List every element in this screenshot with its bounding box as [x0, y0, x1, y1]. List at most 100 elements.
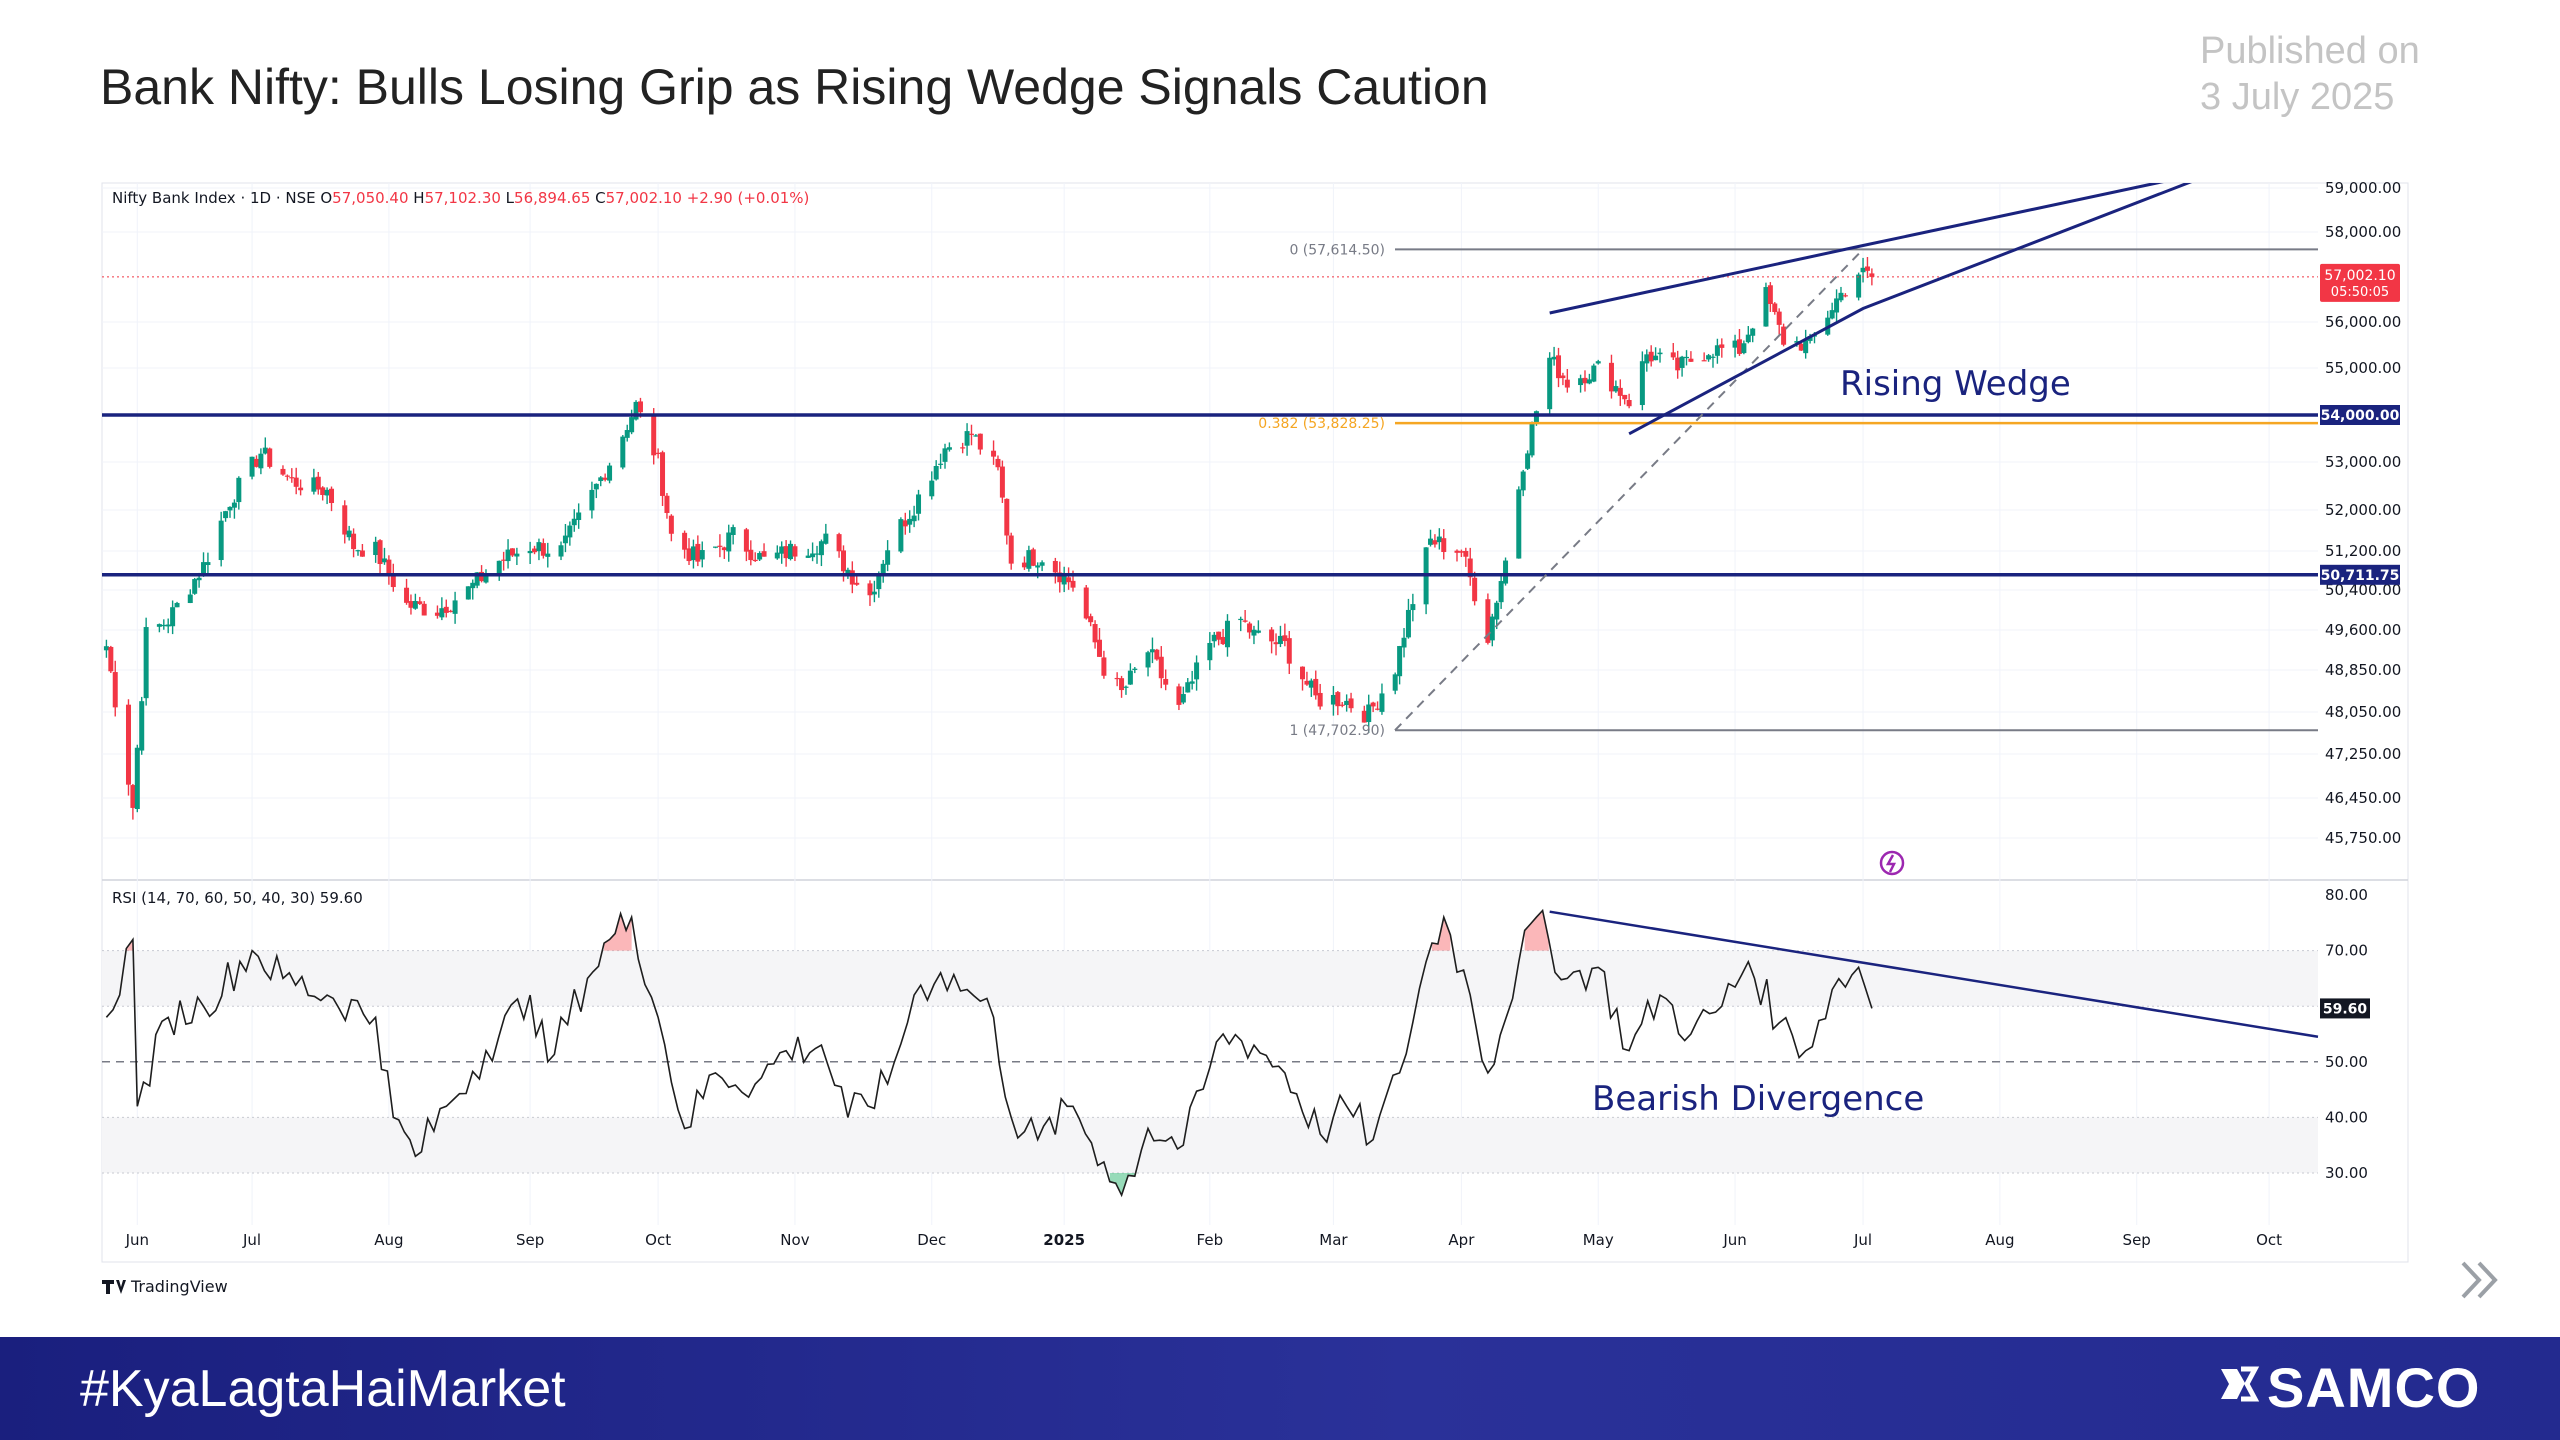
candle: [1732, 334, 1738, 358]
wedge-upper-line: [1549, 183, 2164, 315]
candle: [205, 552, 211, 577]
candle-body: [1070, 580, 1076, 588]
candle: [1242, 609, 1248, 623]
candle-body: [223, 511, 229, 519]
candle-body: [682, 532, 688, 550]
candle-body: [351, 533, 357, 550]
candle: [355, 549, 361, 556]
candle: [757, 551, 763, 561]
candle-body: [1798, 343, 1804, 351]
candle: [377, 539, 383, 575]
candle: [1608, 354, 1614, 399]
candle: [1586, 373, 1592, 385]
candle: [1860, 257, 1866, 283]
candle: [968, 424, 974, 446]
candle-body: [1578, 378, 1584, 386]
candle: [942, 443, 948, 469]
candle: [156, 623, 162, 633]
rsi-tick-label: 30.00: [2325, 1164, 2368, 1182]
axes: Jun Jul Aug Sep Oct Nov Dec 2025 Feb Mar Apr May Jun…: [102, 179, 2401, 1296]
candle: [1489, 613, 1495, 647]
candle-body: [1498, 581, 1504, 603]
candle: [1520, 469, 1526, 497]
candle-body: [201, 562, 207, 576]
candle-body: [1644, 354, 1650, 364]
candle-body: [805, 555, 811, 558]
candle-body: [187, 594, 193, 604]
rsi-line: [105, 908, 1873, 1198]
x-tick-label: Sep: [2123, 1231, 2151, 1249]
y-tick-label: 45,750.00: [2325, 829, 2401, 847]
candle: [655, 448, 661, 459]
candle: [1039, 560, 1045, 572]
candle-body: [540, 543, 546, 556]
candle: [1864, 257, 1870, 279]
candle: [1176, 683, 1182, 711]
candle-body: [898, 519, 904, 552]
candle: [1304, 671, 1310, 686]
candle-body: [1026, 550, 1032, 569]
candle-body: [1405, 609, 1411, 638]
candle-body: [1829, 310, 1835, 319]
candle: [1127, 663, 1133, 685]
candle: [721, 546, 727, 559]
candle-body: [1719, 344, 1725, 348]
candle: [1834, 289, 1840, 323]
next-slide-icon[interactable]: [2455, 1255, 2505, 1305]
candle: [1556, 347, 1562, 388]
candle: [1657, 348, 1663, 363]
candle: [717, 534, 723, 558]
candle-body: [1185, 682, 1191, 693]
candle-body: [196, 577, 202, 581]
candle: [501, 551, 507, 571]
tradingview-watermark: TradingView: [102, 1277, 228, 1296]
candle-body: [1132, 668, 1138, 670]
candle: [1838, 286, 1844, 303]
candle: [871, 580, 877, 603]
candle-body: [558, 545, 564, 557]
candle-body: [311, 477, 317, 492]
candle: [1158, 646, 1164, 689]
candle-body: [810, 553, 816, 558]
price-pane: [103, 257, 1875, 820]
y-tick-label: 46,450.00: [2325, 789, 2401, 807]
candle: [293, 467, 299, 495]
candle-body: [1736, 339, 1742, 354]
candle-body: [752, 559, 758, 562]
candle-body: [783, 546, 789, 559]
candle-body: [1021, 562, 1027, 568]
candle: [289, 468, 295, 483]
candle-body: [849, 570, 855, 585]
candle-body: [1467, 558, 1473, 578]
candle: [1423, 547, 1429, 615]
annotations: 54,000.00 50,711.75 0 (57,614.50) 0.382 (53…: [102, 183, 2400, 1119]
candle: [624, 424, 630, 442]
footer-bar: #KyaLagtaHaiMarket SAMCO: [0, 1337, 2560, 1440]
candles: [103, 257, 1875, 820]
y-tick-label: 48,050.00: [2325, 703, 2401, 721]
tradingview-label: TradingView: [130, 1277, 228, 1296]
x-tick-label: May: [1583, 1231, 1614, 1249]
key-level-label: 54,000.00: [2321, 408, 2400, 424]
candle-body: [730, 527, 736, 535]
candle-body: [1520, 471, 1526, 491]
candle: [1745, 326, 1751, 344]
candle: [1145, 650, 1151, 677]
candle-body: [505, 549, 511, 562]
candle-body: [1330, 694, 1336, 705]
candle: [1224, 614, 1230, 657]
candle-body: [452, 600, 458, 614]
candle: [1119, 675, 1125, 698]
candle-body: [390, 573, 396, 588]
candle: [540, 538, 546, 559]
candle-body: [779, 546, 785, 554]
candle: [1441, 529, 1447, 560]
candle: [1529, 421, 1535, 458]
rsi-pane: [102, 908, 2318, 1198]
candle-body: [1370, 702, 1376, 707]
candle: [315, 471, 321, 495]
candle-body: [973, 435, 979, 437]
candle-body: [284, 475, 290, 477]
candle: [849, 561, 855, 594]
candle: [192, 577, 198, 595]
